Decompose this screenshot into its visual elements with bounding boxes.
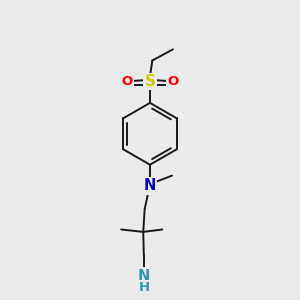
Text: N: N [138, 268, 150, 284]
Text: O: O [122, 75, 133, 88]
Text: N: N [144, 178, 156, 194]
Text: O: O [167, 75, 178, 88]
Text: H: H [138, 281, 149, 294]
Text: S: S [145, 74, 155, 89]
